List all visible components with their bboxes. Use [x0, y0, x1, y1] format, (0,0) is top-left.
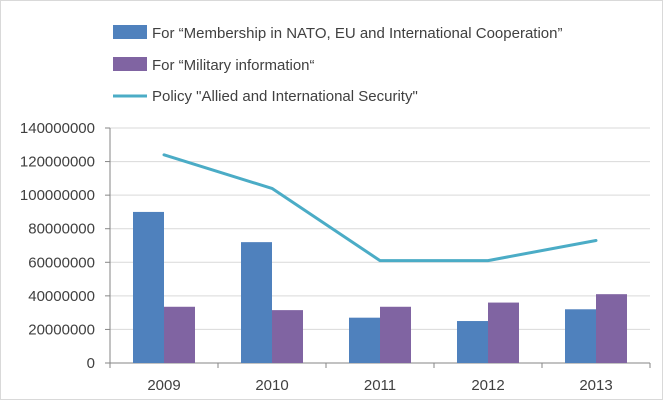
legend-swatch-military [113, 57, 147, 71]
x-tick-label: 2012 [471, 377, 504, 394]
y-tick-label: 140000000 [20, 120, 95, 137]
legend-swatch-membership [113, 25, 147, 39]
legend-label-policy: Policy "Allied and International Securit… [152, 88, 418, 105]
x-tick-label: 2011 [364, 377, 396, 394]
y-tick-label: 80000000 [28, 221, 95, 238]
bar-membership [349, 317, 380, 363]
y-tick-label: 120000000 [20, 154, 95, 171]
y-tick-label: 0 [87, 355, 95, 372]
y-tick-label: 100000000 [20, 187, 95, 204]
y-tick-label: 20000000 [28, 321, 95, 338]
y-tick-label: 60000000 [28, 254, 95, 271]
bar-military [164, 306, 195, 363]
plot-area: 0 20000000 40000000 60000000 80000000 1000000… [20, 120, 651, 394]
x-tick-label: 2009 [147, 377, 180, 394]
bar-military [272, 310, 303, 363]
bar-military [596, 294, 627, 363]
line-policy [162, 153, 598, 263]
bar-military [488, 302, 519, 363]
legend-label-membership: For “Membership in NATO, EU and Internat… [152, 25, 562, 42]
legend-item-membership: For “Membership in NATO, EU and Internat… [113, 25, 562, 42]
legend-label-military: For “Military information“ [152, 57, 315, 74]
y-tick-label: 40000000 [28, 288, 95, 305]
bar-military [380, 306, 411, 363]
bar-membership [457, 321, 488, 363]
x-tick-label: 2013 [579, 377, 612, 394]
bar-membership [133, 211, 164, 363]
bar-membership [241, 242, 272, 363]
legend: For “Membership in NATO, EU and Internat… [113, 25, 562, 105]
x-tick-label: 2010 [255, 377, 288, 394]
bar-membership [565, 309, 596, 363]
legend-item-policy: Policy "Allied and International Securit… [113, 88, 418, 105]
legend-item-military: For “Military information“ [113, 57, 315, 74]
